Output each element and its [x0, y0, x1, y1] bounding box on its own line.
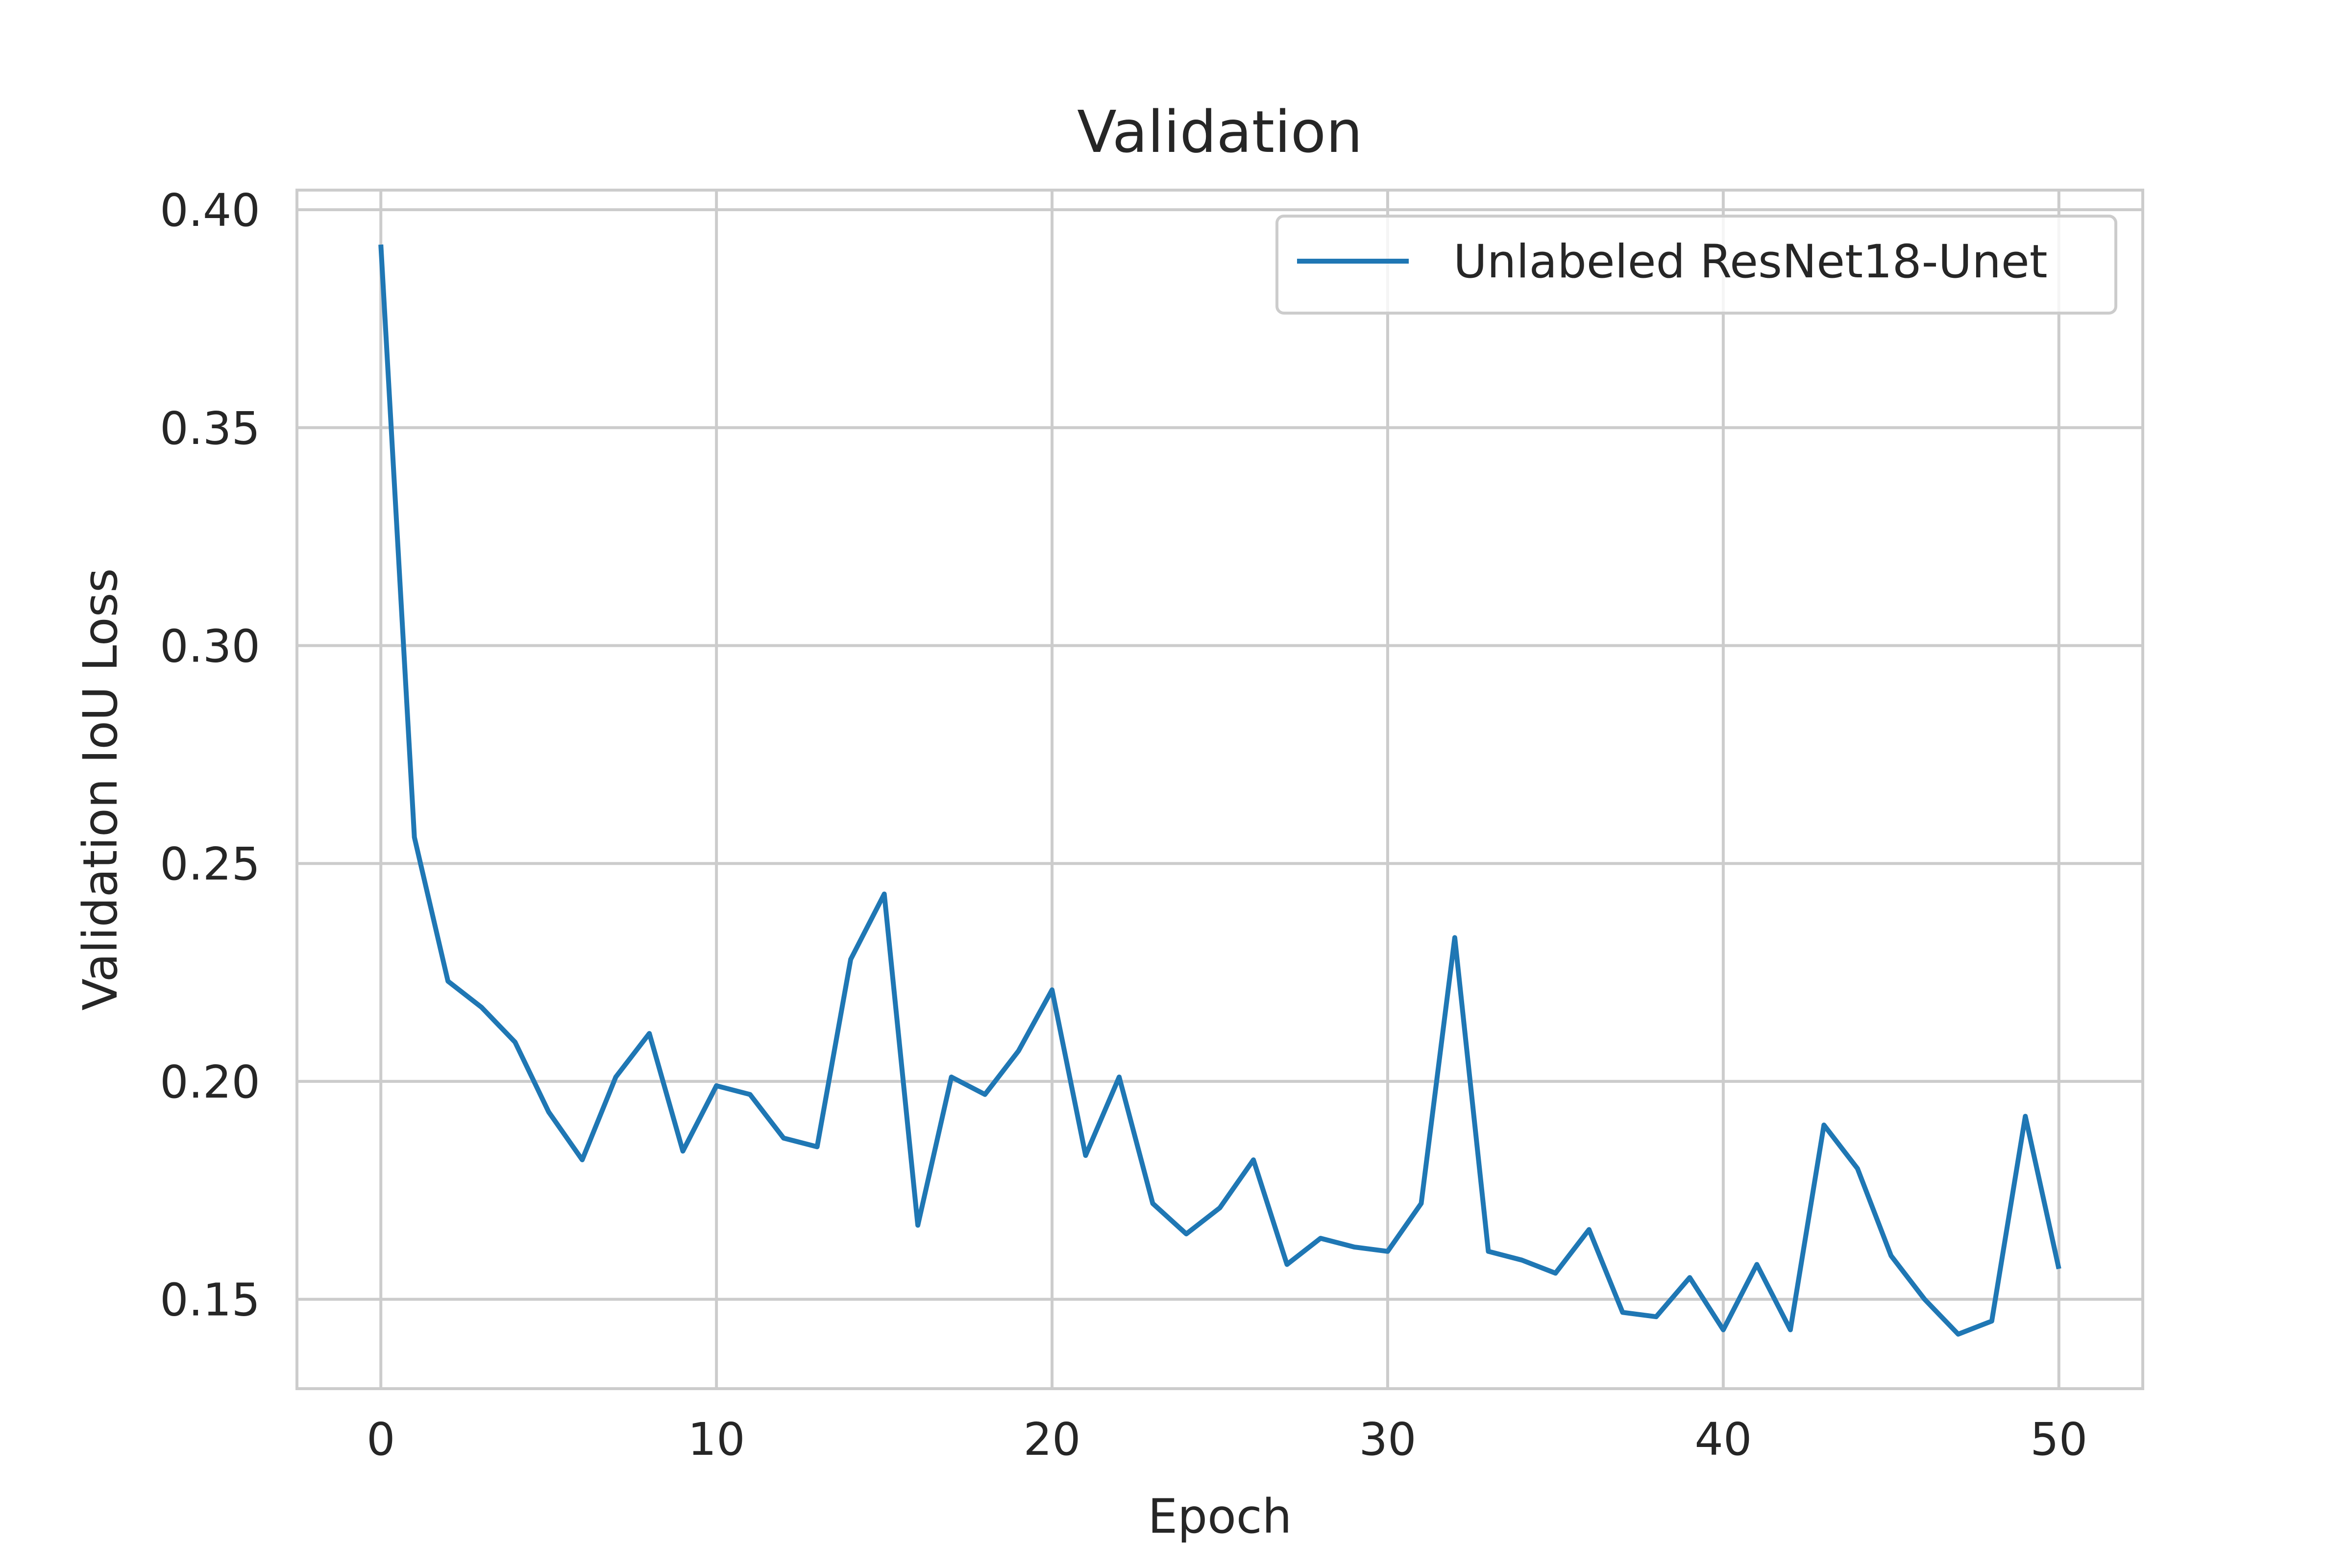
series-layer [378, 244, 2061, 1337]
y-tick-label: 0.35 [160, 402, 260, 455]
x-tick-label: 40 [1694, 1413, 1752, 1466]
y-tick-label: 0.30 [160, 620, 260, 672]
x-tick-label: 0 [367, 1413, 395, 1466]
gridlines [297, 190, 2143, 1389]
y-tick-label: 0.15 [160, 1274, 260, 1326]
y-tick-label: 0.20 [160, 1056, 260, 1108]
y-tick-label: 0.25 [160, 838, 260, 890]
plot-frame [295, 189, 2144, 1390]
legend: Unlabeled ResNet18-Unet [1275, 215, 2117, 315]
x-tick-label: 30 [1359, 1413, 1416, 1466]
x-tick-label: 10 [688, 1413, 745, 1466]
y-tick-label: 0.40 [160, 184, 260, 237]
tick-labels: 0 10 20 30 40 50 0.15 0.20 0.25 0.30 0.35 0.40 [160, 184, 2087, 1466]
x-tick-label: 20 [1024, 1413, 1081, 1466]
x-axis-label: Epoch [1148, 1489, 1292, 1544]
y-axis-label: Validation IoU Loss [73, 568, 128, 1011]
chart-title: Validation [1077, 98, 1363, 166]
x-tick-label: 50 [2030, 1413, 2087, 1466]
legend-box [1275, 215, 2117, 315]
legend-label: Unlabeled ResNet18-Unet [1453, 235, 2048, 289]
series-line [378, 244, 2061, 1337]
